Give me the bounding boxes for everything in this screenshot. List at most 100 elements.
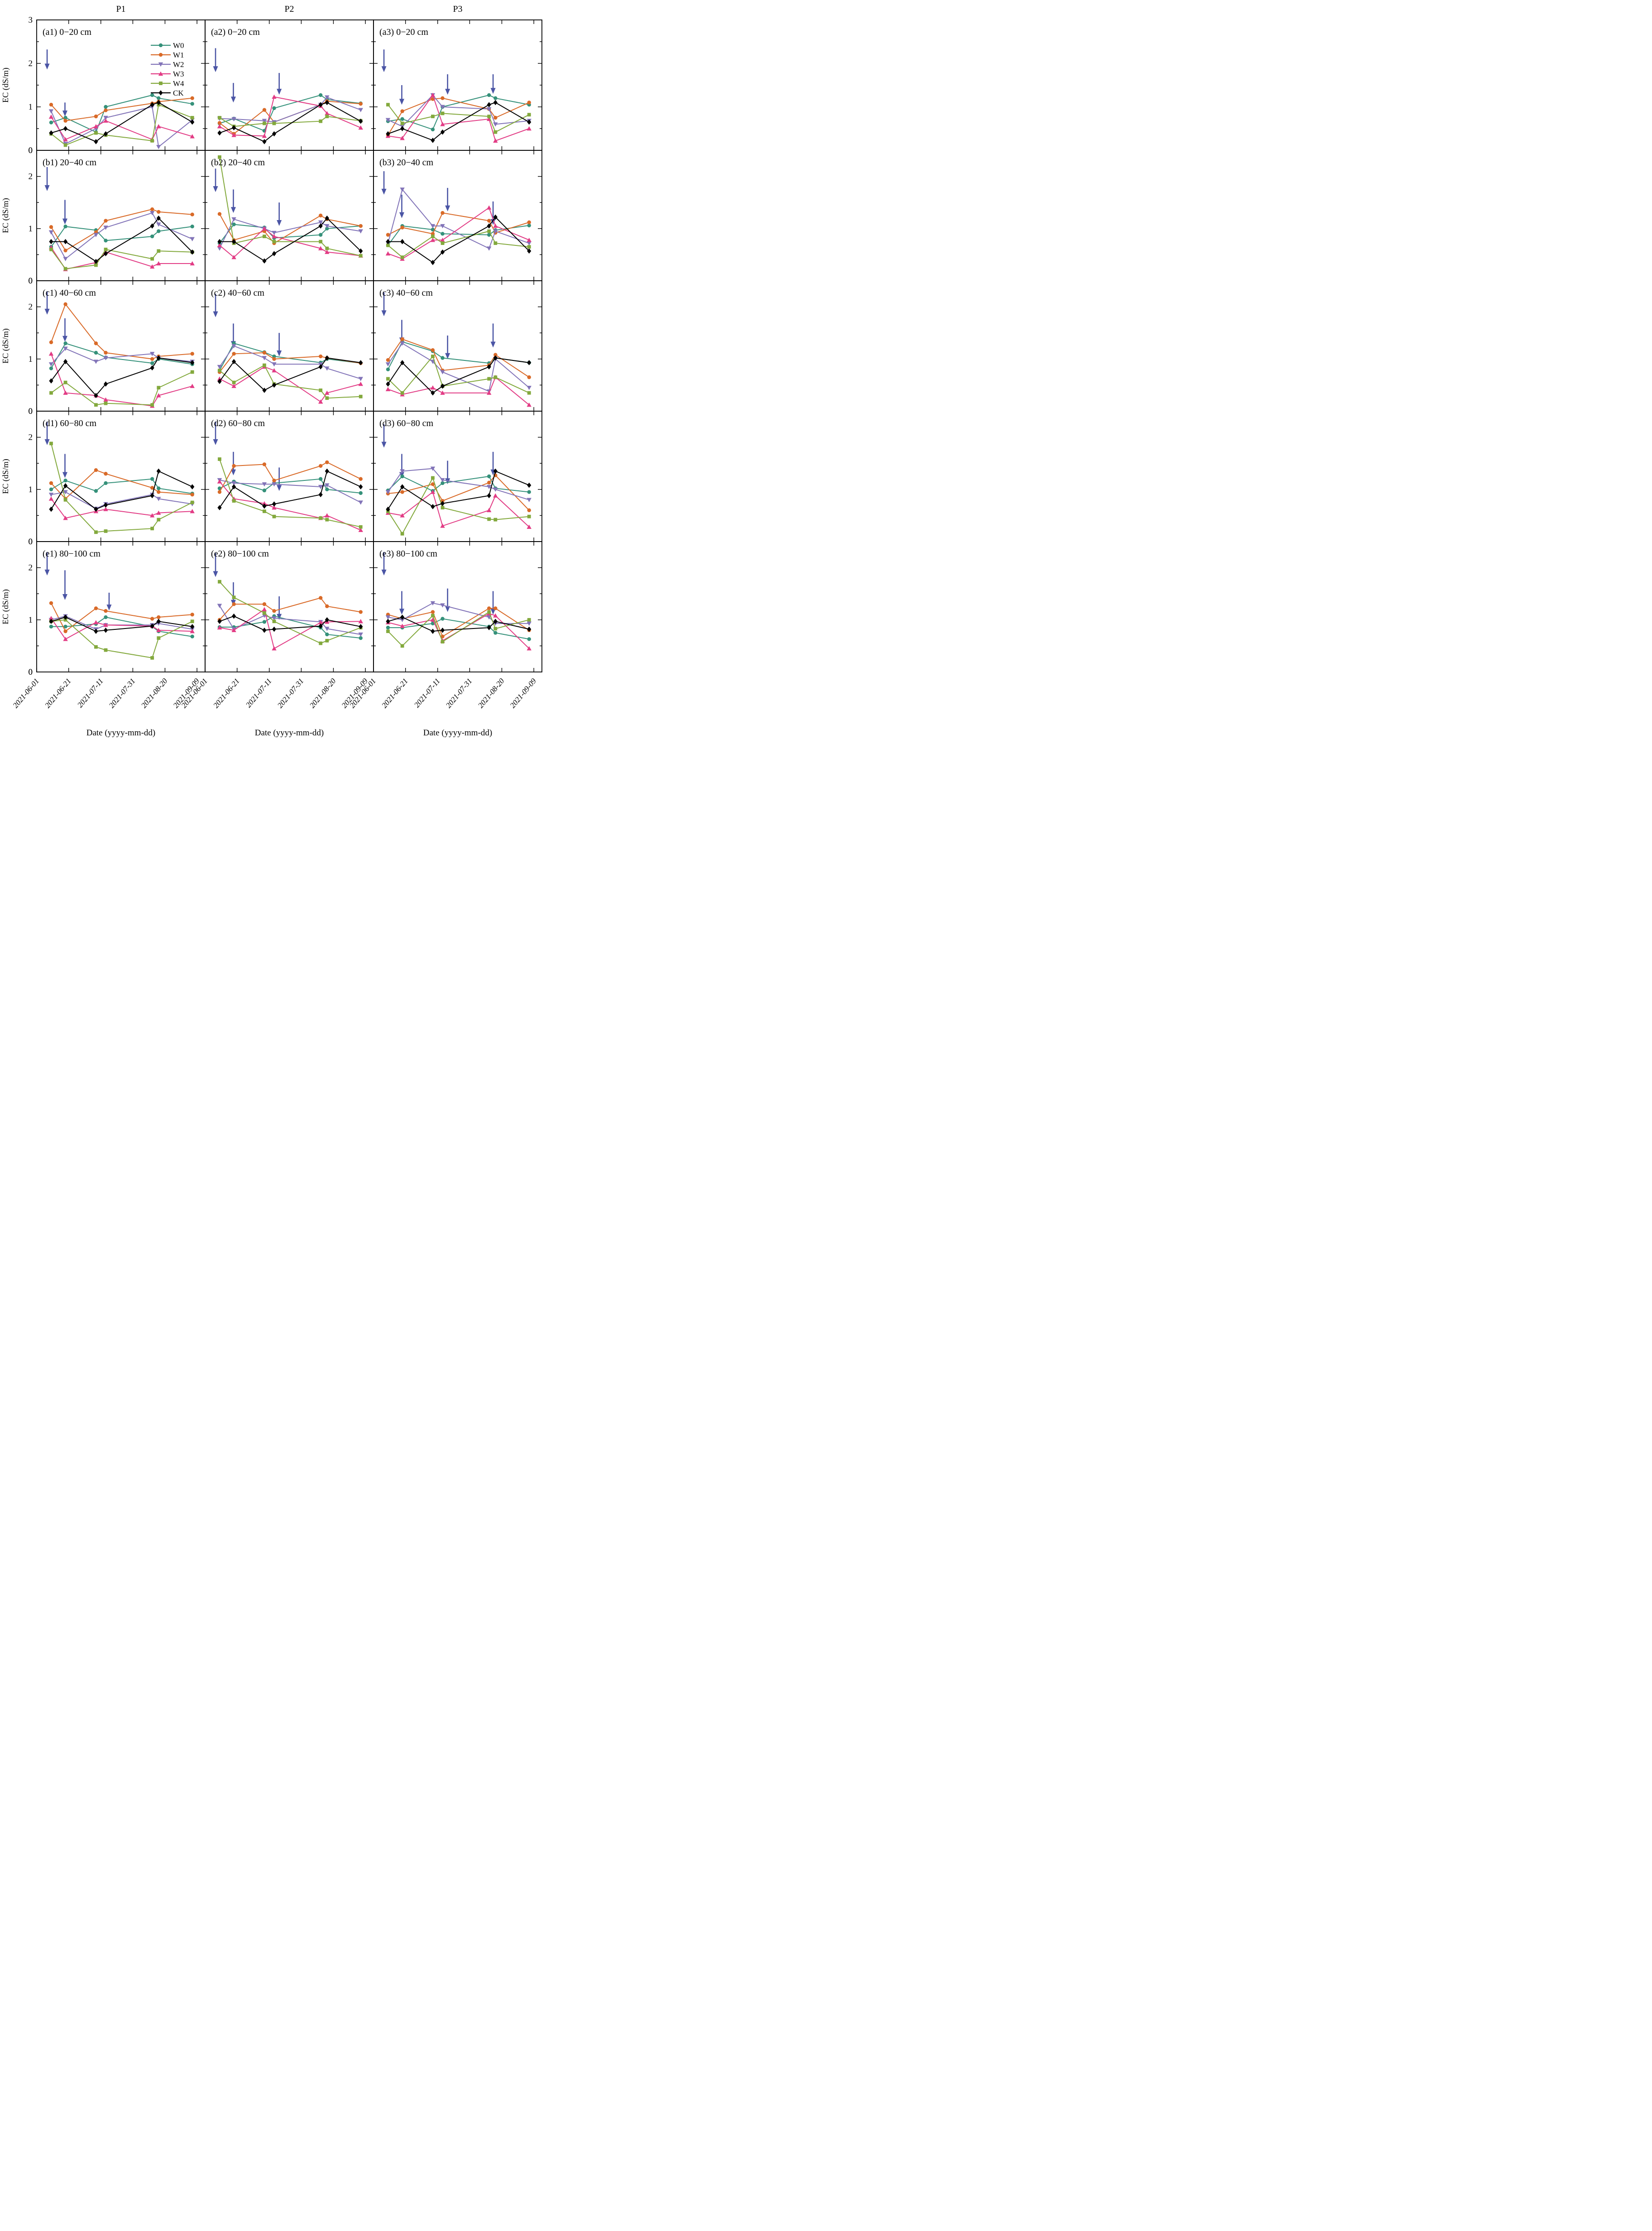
marker-diamond <box>63 483 68 489</box>
y-tick-label-zero: 0 <box>29 146 33 155</box>
marker-circle <box>49 103 53 107</box>
irrigation-arrow <box>106 592 112 611</box>
marker-square <box>63 498 67 502</box>
marker-triangle-down <box>358 500 363 505</box>
marker-triangle-up <box>262 607 267 611</box>
marker-circle <box>94 114 98 119</box>
marker-diamond <box>493 100 498 106</box>
legend-label-w3: W3 <box>173 70 184 78</box>
irrigation-arrow <box>230 451 236 475</box>
irrigation-arrow-head <box>277 89 282 95</box>
marker-diamond <box>487 364 491 369</box>
marker-triangle-up <box>262 134 267 138</box>
marker-diamond <box>49 619 53 624</box>
irrigation-arrow <box>445 588 450 612</box>
marker-diamond <box>272 501 277 507</box>
marker-diamond <box>440 249 445 255</box>
panel-label-a1: (a1) 0−20 cm <box>43 27 91 37</box>
irrigation-arrow-head <box>277 485 282 491</box>
marker-square <box>190 370 194 374</box>
irrigation-arrow-head <box>62 336 67 342</box>
irrigation-arrow <box>381 171 387 195</box>
marker-square <box>63 267 67 271</box>
marker-square <box>94 645 98 649</box>
irrigation-arrow <box>445 461 450 485</box>
marker-circle <box>487 606 491 610</box>
irrigation-arrow-head <box>62 218 67 225</box>
marker-circle <box>49 487 53 492</box>
marker-triangle-up <box>385 387 391 391</box>
series-w2 <box>48 211 195 261</box>
marker-triangle-up <box>325 513 330 518</box>
marker-diamond <box>359 624 363 629</box>
irrigation-arrow-head <box>277 614 282 620</box>
marker-circle <box>441 211 445 215</box>
marker-circle <box>441 356 445 360</box>
marker-triangle-down <box>48 109 54 114</box>
series-w3 <box>48 616 195 641</box>
marker-diamond <box>217 239 222 245</box>
marker-circle <box>400 490 404 494</box>
marker-triangle-down <box>48 230 54 235</box>
marker-square <box>263 509 266 513</box>
marker-square <box>63 380 67 384</box>
marker-triangle-up <box>190 261 195 266</box>
marker-circle <box>493 631 498 635</box>
marker-square <box>159 82 163 85</box>
irrigation-arrow-head <box>399 212 404 218</box>
marker-circle <box>190 613 194 617</box>
panel-label-d1: (d1) 60−80 cm <box>43 418 96 428</box>
marker-triangle-up <box>63 515 68 520</box>
marker-circle <box>104 615 108 619</box>
marker-square <box>325 115 329 119</box>
marker-triangle-up <box>358 381 363 386</box>
marker-circle <box>150 477 154 481</box>
marker-diamond <box>150 365 154 371</box>
marker-square <box>400 644 404 648</box>
marker-circle <box>94 468 98 472</box>
marker-circle <box>158 43 163 48</box>
marker-triangle-down <box>486 485 492 489</box>
marker-circle <box>527 637 531 641</box>
marker-triangle-down <box>93 360 99 364</box>
y-tick-label: 1 <box>29 355 33 364</box>
marker-triangle-up <box>158 71 163 76</box>
marker-diamond <box>232 125 236 130</box>
legend-item-w1: W1 <box>151 51 184 59</box>
marker-triangle-down <box>493 122 498 127</box>
marker-circle <box>94 606 98 610</box>
irrigation-arrow <box>44 49 50 70</box>
marker-triangle-up <box>486 508 492 513</box>
marker-square <box>49 391 53 395</box>
marker-diamond <box>318 223 323 229</box>
marker-diamond <box>487 102 491 107</box>
marker-triangle-up <box>48 616 54 620</box>
irrigation-arrow <box>277 202 282 226</box>
marker-square <box>157 636 161 640</box>
marker-triangle-up <box>272 505 277 510</box>
series-w2 <box>385 466 532 503</box>
marker-diamond <box>103 251 108 256</box>
marker-square <box>319 240 323 244</box>
marker-triangle-up <box>325 111 330 115</box>
marker-diamond <box>63 614 68 620</box>
legend-label-w4: W4 <box>173 79 184 88</box>
marker-square <box>441 241 445 245</box>
panel-label-a3: (a3) 0−20 cm <box>379 27 428 37</box>
marker-triangle-down <box>149 352 155 356</box>
marker-triangle-up <box>493 223 498 228</box>
marker-triangle-up <box>272 646 277 651</box>
marker-triangle-down <box>231 344 236 349</box>
panel-c3: (c3) 40−60 cm <box>373 280 542 412</box>
marker-diamond <box>359 484 363 489</box>
y-tick-label: 1 <box>29 102 33 112</box>
irrigation-arrow-head <box>62 110 67 117</box>
marker-circle <box>157 615 161 619</box>
marker-diamond <box>190 624 195 629</box>
marker-triangle-up <box>430 385 436 390</box>
marker-triangle-down <box>486 246 492 251</box>
marker-square <box>104 247 108 251</box>
legend-item-w2: W2 <box>151 60 184 69</box>
irrigation-arrow <box>445 74 450 95</box>
marker-diamond <box>158 90 163 96</box>
